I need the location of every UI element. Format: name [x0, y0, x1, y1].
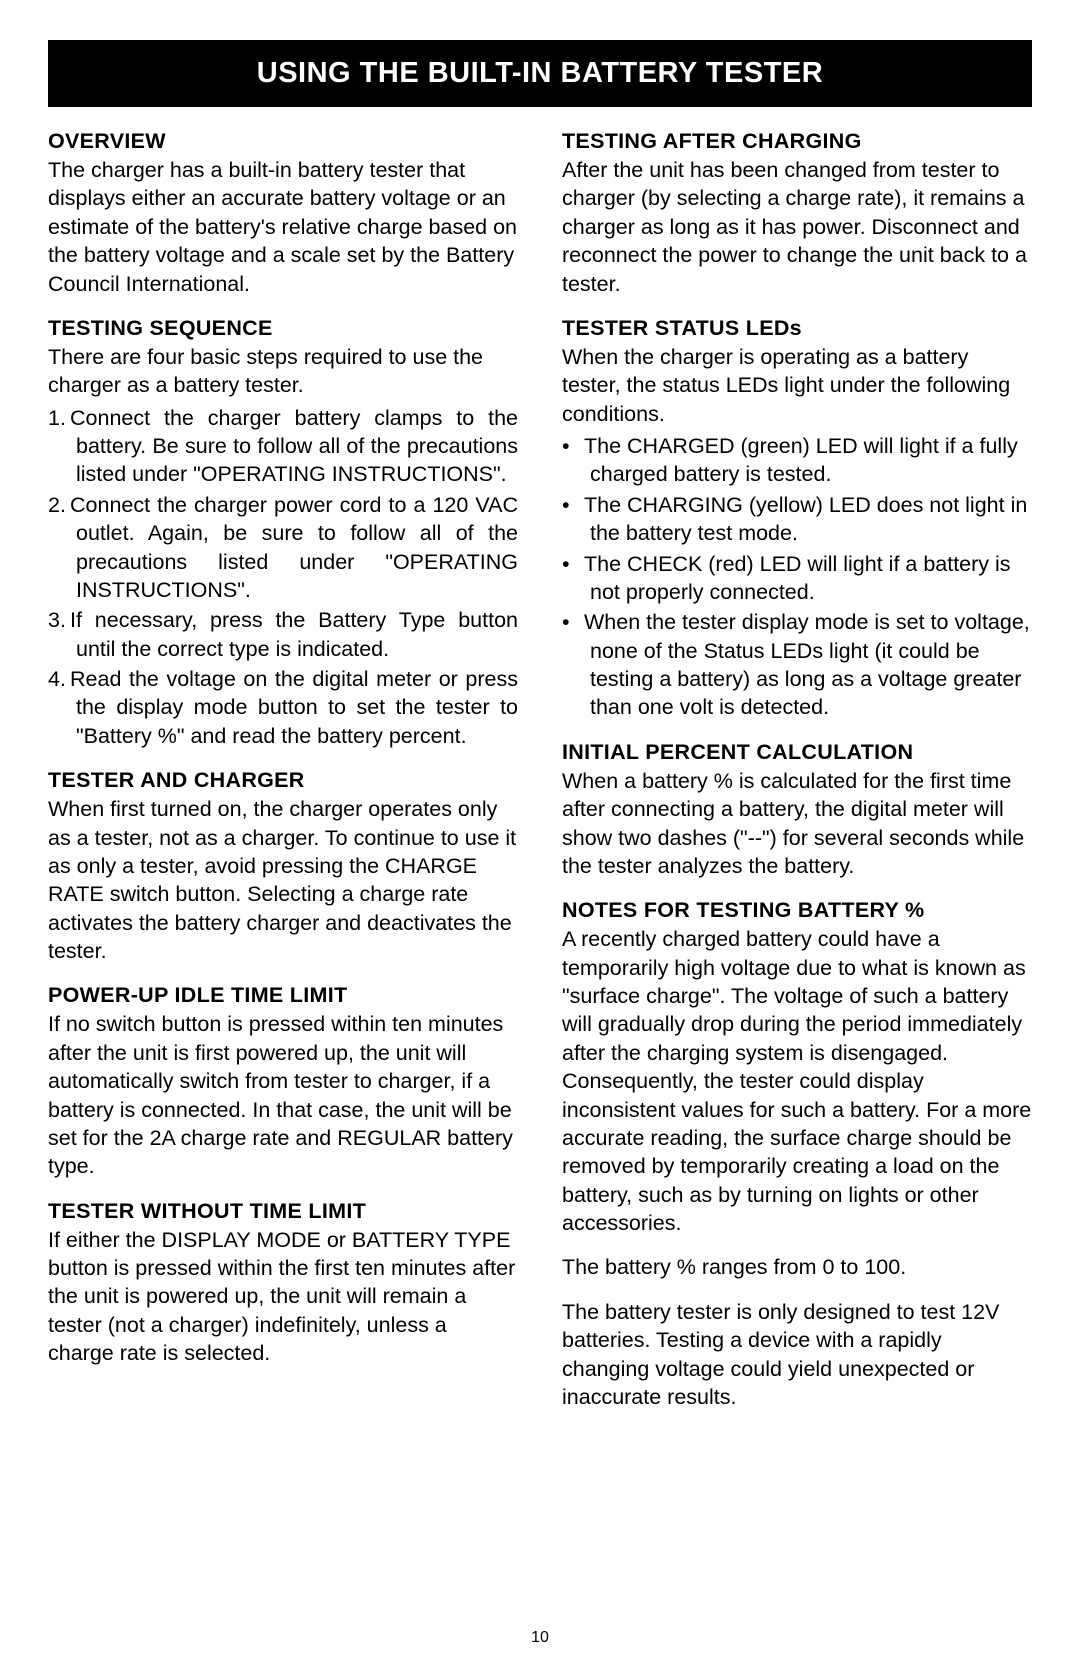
heading-without-limit: TESTER WITHOUT TIME LIMIT [48, 1199, 518, 1224]
list-item-text: The CHARGING (yellow) LED does not light… [584, 493, 1027, 545]
list-item: 4.Read the voltage on the digital meter … [48, 665, 518, 750]
list-item-text: Connect the charger battery clamps to th… [70, 406, 518, 487]
page-number: 10 [0, 1629, 1080, 1647]
list-item: The CHECK (red) LED will light if a batt… [562, 550, 1032, 607]
list-item: 3.If necessary, press the Battery Type b… [48, 606, 518, 663]
list-item: When the tester display mode is set to v… [562, 608, 1032, 722]
heading-testing-sequence: TESTING SEQUENCE [48, 316, 518, 341]
heading-after-charging: TESTING AFTER CHARGING [562, 129, 1032, 154]
text-initial-percent: When a battery % is calculated for the f… [562, 767, 1032, 881]
heading-initial-percent: INITIAL PERCENT CALCULATION [562, 740, 1032, 765]
list-item-text: The CHECK (red) LED will light if a batt… [584, 552, 1011, 604]
text-after-charging: After the unit has been changed from tes… [562, 156, 1032, 298]
list-status-leds: The CHARGED (green) LED will light if a … [562, 432, 1032, 722]
heading-powerup: POWER-UP IDLE TIME LIMIT [48, 983, 518, 1008]
text-notes-2: The battery % ranges from 0 to 100. [562, 1253, 1032, 1281]
left-column: OVERVIEW The charger has a built-in batt… [48, 129, 518, 1411]
list-item-text: If necessary, press the Battery Type but… [70, 608, 518, 660]
right-column: TESTING AFTER CHARGING After the unit ha… [562, 129, 1032, 1411]
list-item: The CHARGED (green) LED will light if a … [562, 432, 1032, 489]
text-tester-charger: When first turned on, the charger operat… [48, 795, 518, 965]
text-testing-sequence-intro: There are four basic steps required to u… [48, 343, 518, 400]
list-testing-sequence: 1.Connect the charger battery clamps to … [48, 404, 518, 751]
page-banner: USING THE BUILT-IN BATTERY TESTER [48, 40, 1032, 107]
list-item-text: Connect the charger power cord to a 120 … [70, 493, 518, 602]
heading-overview: OVERVIEW [48, 129, 518, 154]
text-notes-1: A recently charged battery could have a … [562, 925, 1032, 1237]
content-columns: OVERVIEW The charger has a built-in batt… [48, 129, 1032, 1411]
list-item-text: Read the voltage on the digital meter or… [70, 667, 518, 748]
heading-tester-charger: TESTER AND CHARGER [48, 768, 518, 793]
text-without-limit: If either the DISPLAY MODE or BAT­TERY T… [48, 1226, 518, 1368]
heading-notes: NOTES FOR TESTING BATTERY % [562, 898, 1032, 923]
text-powerup: If no switch button is pressed within te… [48, 1010, 518, 1180]
text-status-leds-intro: When the charger is operating as a batte… [562, 343, 1032, 428]
list-item-text: When the tester display mode is set to v… [584, 610, 1030, 719]
list-item: The CHARGING (yellow) LED does not light… [562, 491, 1032, 548]
text-notes-3: The battery tester is only designed to t… [562, 1298, 1032, 1412]
list-item-text: The CHARGED (green) LED will light if a … [584, 434, 1018, 486]
heading-status-leds: TESTER STATUS LEDs [562, 316, 1032, 341]
text-overview: The charger has a built-in battery teste… [48, 156, 518, 298]
list-item: 1.Connect the charger battery clamps to … [48, 404, 518, 489]
list-item: 2.Connect the charger power cord to a 12… [48, 491, 518, 605]
